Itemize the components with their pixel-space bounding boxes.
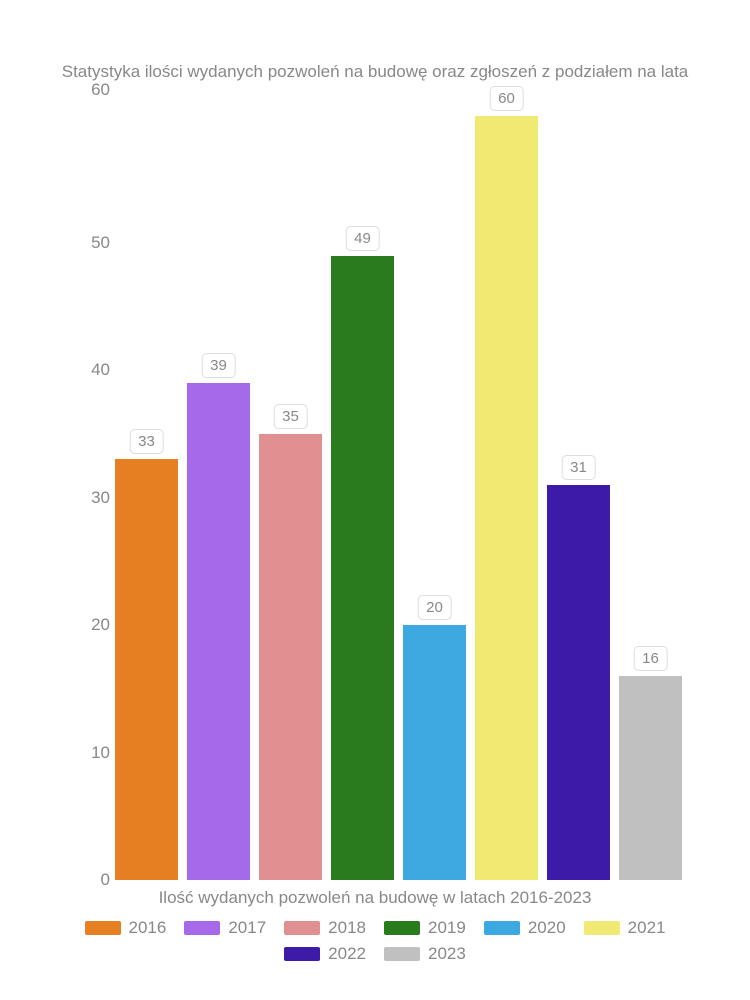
legend-label: 2017 xyxy=(228,918,266,938)
legend-item-2022: 2022 xyxy=(284,944,366,964)
y-tick: 60 xyxy=(60,80,110,100)
bar-2020: 20 xyxy=(403,625,466,880)
bar-label: 16 xyxy=(633,646,668,671)
bar-2018: 35 xyxy=(259,434,322,880)
bar-label: 60 xyxy=(489,86,524,111)
legend-item-2019: 2019 xyxy=(384,918,466,938)
y-tick: 50 xyxy=(60,233,110,253)
y-tick: 40 xyxy=(60,360,110,380)
legend-item-2023: 2023 xyxy=(384,944,466,964)
chart-container: Statystyka ilości wydanych pozwoleń na b… xyxy=(0,0,750,1000)
bar-2021: 60 xyxy=(475,116,538,880)
legend-label: 2020 xyxy=(528,918,566,938)
legend: 2016 2017 2018 2019 2020 2021 2022 2023 xyxy=(0,918,750,964)
bar-2016: 33 xyxy=(115,459,178,880)
y-tick: 10 xyxy=(60,743,110,763)
legend-label: 2021 xyxy=(628,918,666,938)
y-tick: 30 xyxy=(60,488,110,508)
legend-swatch xyxy=(284,921,320,935)
legend-item-2021: 2021 xyxy=(584,918,666,938)
legend-label: 2018 xyxy=(328,918,366,938)
legend-item-2016: 2016 xyxy=(85,918,167,938)
legend-swatch xyxy=(184,921,220,935)
bar-label: 39 xyxy=(201,353,236,378)
bar-label: 33 xyxy=(129,429,164,454)
bar-label: 35 xyxy=(273,404,308,429)
legend-item-2018: 2018 xyxy=(284,918,366,938)
legend-swatch xyxy=(85,921,121,935)
legend-swatch xyxy=(384,947,420,961)
y-tick: 0 xyxy=(60,870,110,890)
legend-swatch xyxy=(584,921,620,935)
x-axis-label: Ilość wydanych pozwoleń na budowę w lata… xyxy=(0,888,750,908)
legend-label: 2019 xyxy=(428,918,466,938)
bar-label: 20 xyxy=(417,595,452,620)
y-tick: 20 xyxy=(60,615,110,635)
bar-2017: 39 xyxy=(187,383,250,880)
legend-label: 2023 xyxy=(428,944,466,964)
bar-label: 49 xyxy=(345,226,380,251)
legend-item-2020: 2020 xyxy=(484,918,566,938)
legend-swatch xyxy=(284,947,320,961)
chart-title: Statystyka ilości wydanych pozwoleń na b… xyxy=(0,62,750,82)
bar-2019: 49 xyxy=(331,256,394,880)
legend-swatch xyxy=(484,921,520,935)
legend-item-2017: 2017 xyxy=(184,918,266,938)
plot-area: 33 39 35 49 20 60 31 16 xyxy=(115,90,700,880)
legend-label: 2022 xyxy=(328,944,366,964)
legend-label: 2016 xyxy=(129,918,167,938)
bar-2022: 31 xyxy=(547,485,610,880)
bar-label: 31 xyxy=(561,455,596,480)
legend-swatch xyxy=(384,921,420,935)
y-axis: 60 50 40 30 20 10 0 xyxy=(60,90,110,880)
bar-2023: 16 xyxy=(619,676,682,880)
